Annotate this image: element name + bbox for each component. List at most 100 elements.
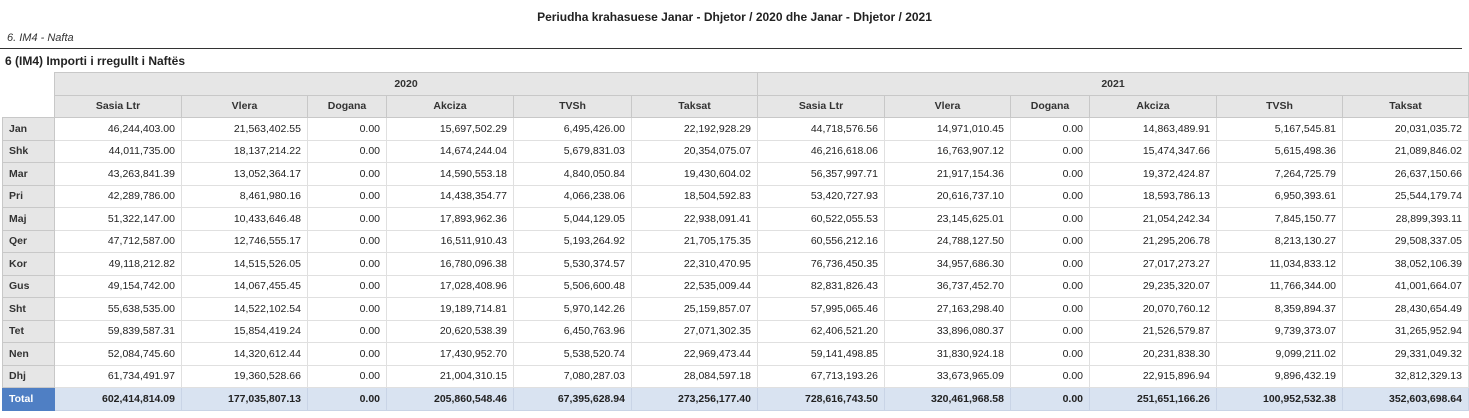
table-cell: 28,899,393.11 bbox=[1342, 207, 1469, 231]
table-cell: 5,679,831.03 bbox=[513, 139, 632, 163]
table-cell: 7,080,287.03 bbox=[513, 364, 632, 388]
table-cell: 56,357,997.71 bbox=[757, 162, 885, 186]
table-cell: 352,603,698.64 bbox=[1342, 387, 1469, 411]
table-cell: 29,235,320.07 bbox=[1089, 274, 1217, 298]
table-cell: 17,028,408.96 bbox=[386, 274, 514, 298]
table-cell: 22,915,896.94 bbox=[1089, 364, 1217, 388]
column-header: Dogana bbox=[307, 94, 387, 118]
table-cell: 9,896,432.19 bbox=[1216, 364, 1343, 388]
month-label: Kor bbox=[2, 252, 55, 276]
report-subtitle: 6. IM4 - Nafta bbox=[7, 32, 74, 44]
table-cell: 0.00 bbox=[307, 117, 387, 141]
table-cell: 29,508,337.05 bbox=[1342, 229, 1469, 253]
table-cell: 273,256,177.40 bbox=[631, 387, 758, 411]
table-cell: 11,766,344.00 bbox=[1216, 274, 1343, 298]
month-label: Nen bbox=[2, 342, 55, 366]
table-cell: 20,354,075.07 bbox=[631, 139, 758, 163]
table-cell: 60,556,212.16 bbox=[757, 229, 885, 253]
table-cell: 25,159,857.07 bbox=[631, 297, 758, 321]
table-cell: 19,430,604.02 bbox=[631, 162, 758, 186]
table-cell: 21,295,206.78 bbox=[1089, 229, 1217, 253]
table-cell: 602,414,814.09 bbox=[54, 387, 182, 411]
table-cell: 16,780,096.38 bbox=[386, 252, 514, 276]
table-cell: 5,167,545.81 bbox=[1216, 117, 1343, 141]
table-cell: 16,763,907.12 bbox=[884, 139, 1011, 163]
table-cell: 5,193,264.92 bbox=[513, 229, 632, 253]
table-row: Jan 46,244,403.00 21,563,402.55 0.00 15,697,… bbox=[2, 117, 1469, 141]
table-cell: 4,066,238.06 bbox=[513, 184, 632, 208]
table-row: Maj 51,322,147.00 10,433,646.48 0.00 17,893,… bbox=[2, 207, 1469, 231]
month-label: Jan bbox=[2, 117, 55, 141]
table-cell: 0.00 bbox=[1010, 162, 1090, 186]
table-cell: 0.00 bbox=[307, 342, 387, 366]
table-cell: 0.00 bbox=[307, 184, 387, 208]
table-row: Sht 55,638,535.00 14,522,102.54 0.00 19,189,… bbox=[2, 297, 1469, 321]
table-cell: 14,863,489.91 bbox=[1089, 117, 1217, 141]
column-header: Akciza bbox=[386, 94, 514, 118]
table-cell: 0.00 bbox=[1010, 274, 1090, 298]
month-label: Shk bbox=[2, 139, 55, 163]
table-cell: 32,812,329.13 bbox=[1342, 364, 1469, 388]
table-row: Qer 47,712,587.00 12,746,555.17 0.00 16,511,… bbox=[2, 229, 1469, 253]
table-cell: 251,651,166.26 bbox=[1089, 387, 1217, 411]
table-cell: 29,331,049.32 bbox=[1342, 342, 1469, 366]
table-row: Dhj 61,734,491.97 19,360,528.66 0.00 21,004,… bbox=[2, 364, 1469, 388]
year-header-2020: 2020 bbox=[54, 72, 758, 96]
table-cell: 17,893,962.36 bbox=[386, 207, 514, 231]
column-header: Vlera bbox=[884, 94, 1011, 118]
table-cell: 59,141,498.85 bbox=[757, 342, 885, 366]
table-cell: 5,538,520.74 bbox=[513, 342, 632, 366]
table-cell: 60,522,055.53 bbox=[757, 207, 885, 231]
month-label: Dhj bbox=[2, 364, 55, 388]
table-cell: 5,044,129.05 bbox=[513, 207, 632, 231]
table-cell: 0.00 bbox=[1010, 184, 1090, 208]
divider bbox=[0, 48, 1462, 49]
column-header: Sasia Ltr bbox=[54, 94, 182, 118]
column-header: TVSh bbox=[1216, 94, 1343, 118]
table-cell: 16,511,910.43 bbox=[386, 229, 514, 253]
table-cell: 0.00 bbox=[307, 162, 387, 186]
table-cell: 14,971,010.45 bbox=[884, 117, 1011, 141]
table-cell: 23,145,625.01 bbox=[884, 207, 1011, 231]
table-cell: 21,705,175.35 bbox=[631, 229, 758, 253]
table-cell: 0.00 bbox=[307, 274, 387, 298]
month-label: Maj bbox=[2, 207, 55, 231]
table-row: Tet 59,839,587.31 15,854,419.24 0.00 20,620,… bbox=[2, 319, 1469, 343]
table-cell: 31,265,952.94 bbox=[1342, 319, 1469, 343]
table-cell: 33,673,965.09 bbox=[884, 364, 1011, 388]
table-cell: 14,590,553.18 bbox=[386, 162, 514, 186]
table-cell: 0.00 bbox=[1010, 117, 1090, 141]
table-cell: 20,620,538.39 bbox=[386, 319, 514, 343]
table-cell: 0.00 bbox=[1010, 342, 1090, 366]
table-cell: 53,420,727.93 bbox=[757, 184, 885, 208]
table-cell: 19,189,714.81 bbox=[386, 297, 514, 321]
table-cell: 0.00 bbox=[1010, 252, 1090, 276]
table-cell: 33,896,080.37 bbox=[884, 319, 1011, 343]
month-label: Sht bbox=[2, 297, 55, 321]
total-row: Total 602,414,814.09 177,035,807.13 0.00 205… bbox=[2, 387, 1469, 411]
table-cell: 19,360,528.66 bbox=[181, 364, 308, 388]
table-cell: 205,860,548.46 bbox=[386, 387, 514, 411]
table-cell: 0.00 bbox=[307, 364, 387, 388]
table-row: Nen 52,084,745.60 14,320,612.44 0.00 17,430,… bbox=[2, 342, 1469, 366]
month-label: Qer bbox=[2, 229, 55, 253]
table-cell: 21,089,846.02 bbox=[1342, 139, 1469, 163]
table-cell: 34,957,686.30 bbox=[884, 252, 1011, 276]
table-cell: 0.00 bbox=[1010, 207, 1090, 231]
table-cell: 22,938,091.41 bbox=[631, 207, 758, 231]
column-header: Sasia Ltr bbox=[757, 94, 885, 118]
table-cell: 51,322,147.00 bbox=[54, 207, 182, 231]
table-cell: 9,739,373.07 bbox=[1216, 319, 1343, 343]
table-cell: 13,052,364.17 bbox=[181, 162, 308, 186]
table-cell: 5,970,142.26 bbox=[513, 297, 632, 321]
table-cell: 14,522,102.54 bbox=[181, 297, 308, 321]
column-header: Akciza bbox=[1089, 94, 1217, 118]
table-cell: 14,438,354.77 bbox=[386, 184, 514, 208]
table-cell: 20,616,737.10 bbox=[884, 184, 1011, 208]
table-cell: 15,474,347.66 bbox=[1089, 139, 1217, 163]
table-cell: 20,231,838.30 bbox=[1089, 342, 1217, 366]
table-cell: 8,359,894.37 bbox=[1216, 297, 1343, 321]
table-cell: 49,118,212.82 bbox=[54, 252, 182, 276]
table-cell: 26,637,150.66 bbox=[1342, 162, 1469, 186]
table-row: Mar 43,263,841.39 13,052,364.17 0.00 14,590,… bbox=[2, 162, 1469, 186]
